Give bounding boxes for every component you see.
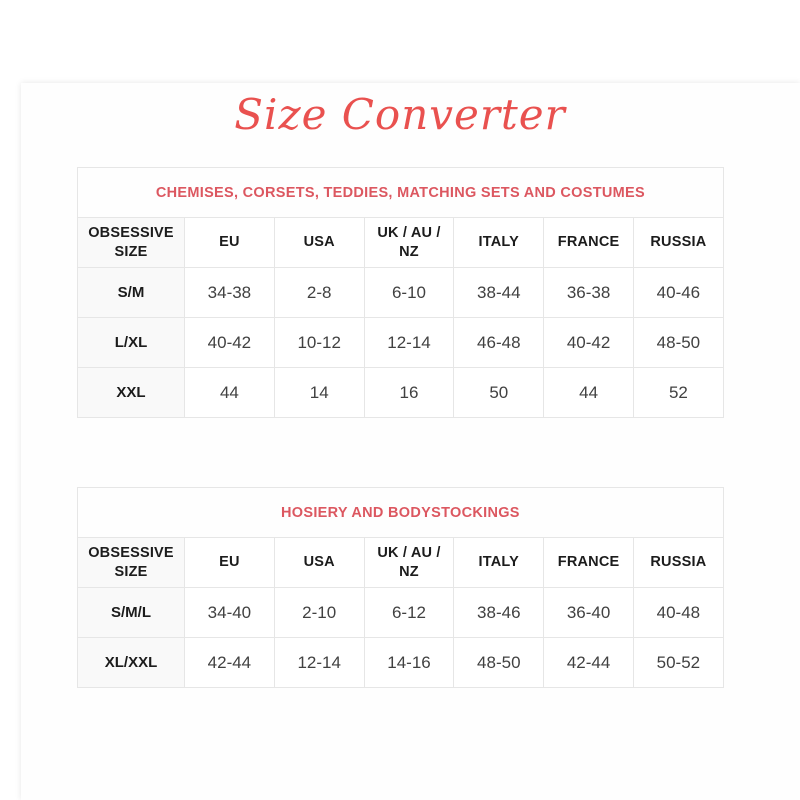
table-row: XXL 44 14 16 50 44 52 — [77, 367, 724, 418]
table-row: S/M/L 34-40 2-10 6-12 38-46 36-40 40-48 — [77, 587, 724, 638]
value-cell: 48-50 — [632, 317, 724, 368]
value-cell: 40-42 — [543, 317, 634, 368]
table-section-row: CHEMISES, CORSETS, TEDDIES, MATCHING SET… — [77, 167, 724, 218]
value-cell: 50-52 — [632, 637, 724, 688]
value-cell: 40-46 — [632, 267, 724, 318]
value-cell: 12-14 — [363, 317, 455, 368]
value-cell: 6-12 — [363, 587, 455, 638]
value-cell: 14-16 — [363, 637, 455, 688]
value-cell: 34-40 — [184, 587, 275, 638]
table-row: XL/XXL 42-44 12-14 14-16 48-50 42-44 50-52 — [77, 637, 724, 688]
value-cell: 2-8 — [273, 267, 365, 318]
value-cell: 2-10 — [273, 587, 365, 638]
table-section-title: HOSIERY AND BODYSTOCKINGS — [77, 487, 724, 538]
column-header-usa: USA — [273, 217, 365, 268]
size-cell: S/M — [77, 267, 185, 318]
table-header-row: OBSESSIVE SIZE EU USA UK / AU / NZ ITALY FRAN… — [77, 537, 724, 588]
page-title: Size Converter — [234, 90, 566, 139]
column-header-eu: EU — [184, 537, 275, 588]
column-header-russia: RUSSIA — [632, 217, 724, 268]
value-cell: 42-44 — [543, 637, 634, 688]
value-cell: 48-50 — [453, 637, 545, 688]
value-cell: 44 — [184, 367, 275, 418]
column-header-obsessive-size: OBSESSIVE SIZE — [77, 217, 185, 268]
table-header-row: OBSESSIVE SIZE EU USA UK / AU / NZ ITALY FRAN… — [77, 217, 724, 268]
table-row: L/XL 40-42 10-12 12-14 46-48 40-42 48-50 — [77, 317, 724, 368]
value-cell: 38-46 — [453, 587, 545, 638]
table-row: S/M 34-38 2-8 6-10 38-44 36-38 40-46 — [77, 267, 724, 318]
value-cell: 44 — [543, 367, 634, 418]
value-cell: 34-38 — [184, 267, 275, 318]
column-header-italy: ITALY — [453, 217, 545, 268]
table-section-row: HOSIERY AND BODYSTOCKINGS — [77, 487, 724, 538]
value-cell: 14 — [273, 367, 365, 418]
value-cell: 42-44 — [184, 637, 275, 688]
size-cell: XXL — [77, 367, 185, 418]
value-cell: 36-38 — [543, 267, 634, 318]
column-header-italy: ITALY — [453, 537, 545, 588]
column-header-obsessive-size: OBSESSIVE SIZE — [77, 537, 185, 588]
table-section-title: CHEMISES, CORSETS, TEDDIES, MATCHING SET… — [77, 167, 724, 218]
value-cell: 52 — [632, 367, 724, 418]
column-header-uk-au-nz: UK / AU / NZ — [363, 217, 455, 268]
size-cell: L/XL — [77, 317, 185, 368]
size-cell: S/M/L — [77, 587, 185, 638]
value-cell: 38-44 — [453, 267, 545, 318]
value-cell: 16 — [363, 367, 455, 418]
value-cell: 10-12 — [273, 317, 365, 368]
size-table-hosiery-bodystockings: HOSIERY AND BODYSTOCKINGS OBSESSIVE SIZE E… — [77, 487, 724, 688]
value-cell: 46-48 — [453, 317, 545, 368]
value-cell: 40-42 — [184, 317, 275, 368]
value-cell: 36-40 — [543, 587, 634, 638]
column-header-uk-au-nz: UK / AU / NZ — [363, 537, 455, 588]
value-cell: 12-14 — [273, 637, 365, 688]
size-table-chemises-corsets: CHEMISES, CORSETS, TEDDIES, MATCHING SET… — [77, 167, 724, 418]
value-cell: 40-48 — [632, 587, 724, 638]
column-header-russia: RUSSIA — [632, 537, 724, 588]
column-header-eu: EU — [184, 217, 275, 268]
column-header-france: FRANCE — [543, 537, 634, 588]
value-cell: 50 — [453, 367, 545, 418]
column-header-usa: USA — [273, 537, 365, 588]
value-cell: 6-10 — [363, 267, 455, 318]
column-header-france: FRANCE — [543, 217, 634, 268]
size-cell: XL/XXL — [77, 637, 185, 688]
